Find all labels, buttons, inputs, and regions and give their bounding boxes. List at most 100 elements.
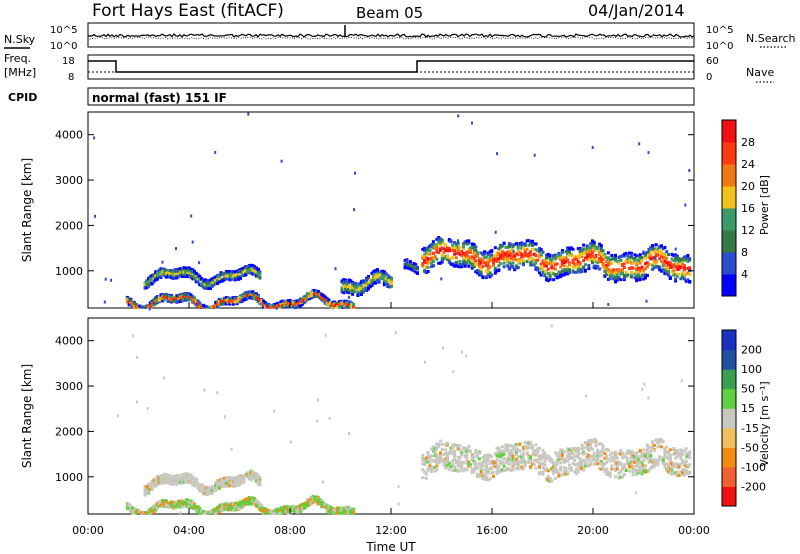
- heatmap-cell: [198, 305, 202, 309]
- heatmap-cell: [246, 473, 250, 477]
- heatmap-cell: [499, 469, 503, 473]
- heatmap-cell: [254, 473, 258, 477]
- heatmap-cell: [541, 250, 545, 254]
- heatmap-cell: [545, 457, 548, 461]
- heatmap-cell: [479, 273, 483, 277]
- heatmap-cell: [594, 255, 598, 258]
- heatmap-cell: [164, 499, 168, 503]
- heatmap-cell: [189, 502, 193, 506]
- heatmap-cell: [497, 264, 501, 268]
- heatmap-cell: [201, 484, 205, 488]
- heatmap-cell: [219, 272, 223, 276]
- heatmap-cell: [538, 253, 541, 257]
- heatmap-cell: [159, 272, 163, 276]
- heatmap-cell: [658, 265, 662, 269]
- heatmap-cell: [571, 261, 575, 265]
- heatmap-cell: [576, 247, 580, 251]
- heatmap-cell: [163, 295, 166, 299]
- heatmap-cell: [599, 255, 603, 259]
- heatmap-cell: [523, 445, 527, 448]
- heatmap-cell: [667, 273, 670, 277]
- heatmap-cell: [410, 268, 414, 272]
- heatmap-cell: [421, 458, 425, 462]
- heatmap-cell: [640, 461, 644, 465]
- heatmap-cell: [463, 257, 467, 261]
- heatmap-cell: [270, 509, 274, 513]
- heatmap-cell: [444, 451, 448, 455]
- heatmap-cell: [589, 444, 593, 448]
- heatmap-cell: [205, 493, 209, 497]
- heatmap-cell: [177, 269, 181, 272]
- heatmap-cell: [564, 250, 568, 254]
- heatmap-cell: [656, 445, 660, 449]
- heatmap-cell: [651, 460, 655, 464]
- heatmap-cell: [663, 465, 667, 469]
- heatmap-cell: [203, 304, 207, 308]
- heatmap-cell: [247, 295, 251, 299]
- heatmap-cell: [538, 461, 541, 465]
- heatmap-cell: [462, 262, 465, 266]
- heatmap-cell: [497, 465, 501, 469]
- heatmap-cell: [644, 256, 647, 260]
- heatmap-cell: [163, 293, 166, 297]
- heatmap-cell: [442, 257, 446, 261]
- heatmap-cell: [472, 467, 476, 471]
- heatmap-cell: [592, 248, 596, 252]
- heatmap-cell: [500, 250, 504, 254]
- heatmap-cell: [347, 291, 351, 295]
- heatmap-cell: [656, 247, 660, 251]
- heatmap-speckle: [103, 300, 106, 304]
- heatmap-cell: [175, 294, 179, 298]
- heatmap-cell: [502, 261, 506, 265]
- heatmap-cell: [242, 499, 246, 503]
- heatmap-cell: [311, 293, 315, 297]
- heatmap-cell: [237, 475, 241, 478]
- heatmap-cell: [170, 504, 174, 508]
- heatmap-cell: [171, 501, 175, 504]
- heatmap-cell: [674, 272, 678, 276]
- heatmap-cell: [617, 471, 621, 475]
- heatmap-cell: [470, 244, 474, 248]
- heatmap-cell: [132, 303, 136, 307]
- heatmap-cell: [493, 465, 497, 468]
- heatmap-cell: [313, 294, 317, 298]
- heatmap-cell: [488, 275, 492, 279]
- heatmap-cell: [486, 260, 490, 264]
- heatmap-cell: [495, 451, 499, 455]
- heatmap-cell: [672, 253, 676, 257]
- heatmap-cell: [354, 285, 358, 289]
- heatmap-cell: [668, 457, 672, 461]
- heatmap-cell: [674, 463, 678, 467]
- heatmap-cell: [223, 479, 227, 483]
- heatmap-cell: [253, 471, 257, 475]
- heatmap-cell: [509, 262, 513, 266]
- heatmap-cell: [272, 304, 276, 308]
- heatmap-cell: [233, 270, 237, 274]
- heatmap-cell: [481, 460, 485, 464]
- heatmap-cell: [226, 476, 230, 479]
- heatmap-cell: [589, 447, 593, 450]
- heatmap-cell: [263, 507, 267, 511]
- heatmap-cell: [499, 253, 503, 257]
- heatmap-cell: [469, 465, 472, 469]
- heatmap-cell: [194, 303, 198, 307]
- heatmap-cell: [585, 441, 589, 445]
- heatmap-cell: [651, 244, 655, 248]
- heatmap-cell: [601, 450, 605, 454]
- heatmap-cell: [200, 277, 204, 281]
- heatmap-cell: [361, 280, 365, 284]
- heatmap-cell: [594, 461, 598, 465]
- heatmap-cell: [435, 243, 439, 247]
- heatmap-cell: [589, 245, 593, 249]
- heatmap-cell: [619, 475, 623, 479]
- heatmap-cell: [507, 253, 511, 257]
- heatmap-cell: [654, 254, 658, 258]
- heatmap-cell: [599, 251, 603, 255]
- heatmap-cell: [677, 465, 681, 469]
- heatmap-cell: [486, 468, 490, 472]
- heatmap-cell: [230, 299, 234, 303]
- heatmap-cell: [131, 305, 135, 308]
- heatmap-cell: [511, 446, 515, 449]
- heatmap-cell: [256, 300, 260, 303]
- heatmap-cell: [330, 304, 334, 307]
